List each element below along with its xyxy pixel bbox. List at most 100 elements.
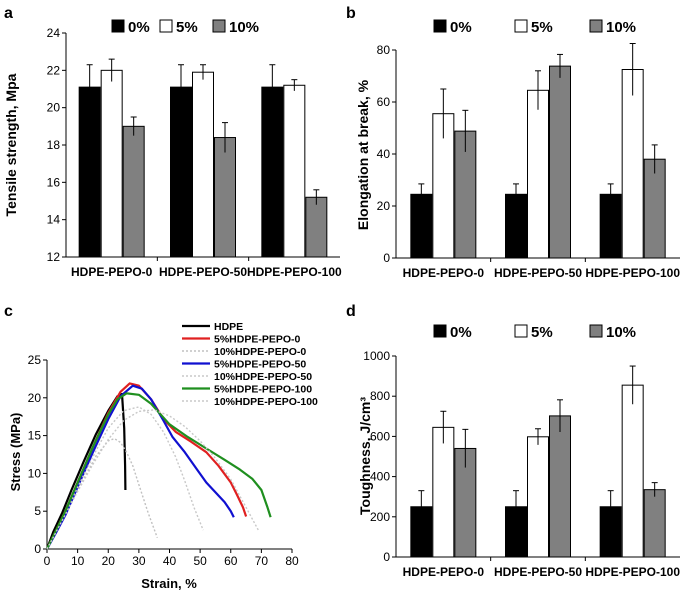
- category-label: HDPE-PEPO-50: [494, 266, 582, 280]
- legend-label: 5%HDPE-PEPO-100: [214, 384, 312, 396]
- legend-label: 0%: [128, 19, 150, 36]
- x-tick-label: 40: [163, 554, 177, 568]
- legend-swatch: [433, 19, 447, 33]
- legend-swatch: [433, 324, 447, 338]
- bar-10pct: [643, 489, 666, 558]
- bar-5pct: [283, 84, 306, 258]
- x-tick-label: 0: [44, 554, 51, 568]
- y-tick-label: 12: [47, 250, 61, 264]
- legend-label: 0%: [450, 19, 472, 36]
- bar-10pct: [122, 125, 145, 258]
- bar-10pct: [305, 196, 328, 258]
- legend-label: 10%HDPE-PEPO-0: [214, 346, 306, 358]
- x-tick-label: 70: [255, 554, 269, 568]
- bar-10pct: [549, 65, 571, 259]
- x-tick-label: 10: [71, 554, 85, 568]
- category-label: HDPE-PEPO-50: [159, 265, 247, 279]
- curve-10pct-hdpe-pepo-0: [46, 437, 158, 550]
- bar-0pct: [170, 86, 192, 258]
- panel-c-stress-strain: c Stress (MPa) Strain, % HDPE5%HDPE-PEPO…: [4, 303, 318, 591]
- panel-d-legend: 0% 5% 10%: [433, 324, 636, 341]
- curve-5pct-hdpe-pepo-0: [46, 382, 248, 550]
- bar-10pct: [643, 158, 666, 259]
- panel-a-y-axis-label: Tensile strength, Mpa: [3, 73, 19, 216]
- bar-10pct: [549, 415, 571, 558]
- category-label: HDPE-PEPO-0: [403, 266, 485, 280]
- y-tick-label: 20: [47, 101, 61, 115]
- y-tick-label: 0: [34, 542, 41, 556]
- x-tick-label: 30: [132, 554, 146, 568]
- bar-0pct: [261, 86, 284, 258]
- y-tick-label: 40: [377, 147, 391, 161]
- panel-a-label: a: [4, 5, 13, 22]
- y-tick-label: 18: [47, 138, 61, 152]
- y-tick-label: 15: [28, 429, 42, 443]
- panel-c-label: c: [4, 303, 13, 320]
- y-tick-label: 60: [377, 95, 391, 109]
- panel-a-legend: 0% 5% 10%: [111, 19, 259, 36]
- legend-label: 10%: [606, 324, 636, 341]
- bar-5pct: [621, 384, 644, 558]
- legend-label: 10%: [606, 19, 636, 36]
- bar-5pct: [100, 69, 123, 258]
- legend-label: HDPE: [214, 321, 243, 333]
- x-tick-label: 20: [102, 554, 116, 568]
- bar-5pct: [621, 69, 644, 259]
- legend-label: 0%: [450, 324, 472, 341]
- legend-swatch: [589, 324, 603, 338]
- bar-5pct: [527, 89, 549, 259]
- y-tick-label: 400: [370, 470, 390, 484]
- category-label: HDPE-PEPO-100: [585, 266, 680, 280]
- panel-b-y-axis-label: Elongation at break, %: [355, 79, 371, 230]
- y-tick-label: 200: [370, 510, 390, 524]
- panel-b-label: b: [346, 5, 356, 22]
- y-tick-label: 800: [370, 389, 390, 403]
- y-tick-label: 0: [383, 251, 390, 265]
- legend-swatch: [514, 19, 528, 33]
- legend-label: 5%: [531, 19, 553, 36]
- category-label: HDPE-PEPO-50: [494, 565, 582, 579]
- panel-c-x-axis-label: Strain, %: [141, 576, 197, 591]
- y-tick-label: 16: [47, 175, 61, 189]
- legend-label: 5%: [176, 19, 198, 36]
- y-tick-label: 24: [47, 26, 61, 40]
- curve-5pct-hdpe-pepo-50: [46, 384, 235, 550]
- legend-swatch: [212, 19, 226, 33]
- legend-label: 10%HDPE-PEPO-100: [214, 396, 318, 408]
- y-tick-label: 1000: [363, 349, 390, 363]
- legend-label: 5%HDPE-PEPO-50: [214, 359, 306, 371]
- panel-d-y-axis-label: Toughness, J/cm³: [357, 397, 373, 515]
- legend-swatch: [111, 19, 125, 33]
- y-tick-label: 25: [28, 353, 42, 367]
- legend-label: 5%HDPE-PEPO-0: [214, 334, 301, 346]
- y-tick-label: 20: [377, 199, 391, 213]
- y-tick-label: 20: [28, 391, 42, 405]
- category-label: HDPE-PEPO-100: [247, 265, 342, 279]
- y-tick-label: 0: [383, 550, 390, 564]
- curve-5pct-hdpe-pepo-100: [46, 392, 272, 550]
- bar-5pct: [192, 71, 214, 258]
- panel-b-legend: 0% 5% 10%: [433, 19, 636, 36]
- panel-c-legend: HDPE5%HDPE-PEPO-010%HDPE-PEPO-05%HDPE-PE…: [182, 321, 318, 408]
- x-tick-label: 80: [285, 554, 299, 568]
- bar-5pct: [527, 436, 549, 558]
- category-label: HDPE-PEPO-0: [403, 565, 485, 579]
- y-tick-label: 14: [47, 213, 61, 227]
- x-tick-label: 50: [193, 554, 207, 568]
- category-label: HDPE-PEPO-100: [585, 565, 680, 579]
- panel-a-tensile-strength: a Tensile strength, Mpa 0% 5% 10% 12 14 16 18…: [3, 5, 342, 279]
- legend-label: 10%: [229, 19, 259, 36]
- category-label: HDPE-PEPO-0: [71, 265, 153, 279]
- bar-5pct: [432, 426, 455, 558]
- bar-0pct: [78, 86, 101, 258]
- legend-swatch: [159, 19, 173, 33]
- y-tick-label: 80: [377, 43, 391, 57]
- bar-10pct: [214, 137, 236, 258]
- panel-d-label: d: [346, 303, 356, 320]
- panel-c-y-axis-label: Stress (MPa): [8, 413, 23, 492]
- x-tick-label: 60: [224, 554, 238, 568]
- curve-hdpe: [45, 392, 127, 550]
- panel-d-toughness: d Toughness, J/cm³ 0% 5% 10% 0 200 400 600 800…: [346, 303, 680, 579]
- y-tick-label: 600: [370, 429, 390, 443]
